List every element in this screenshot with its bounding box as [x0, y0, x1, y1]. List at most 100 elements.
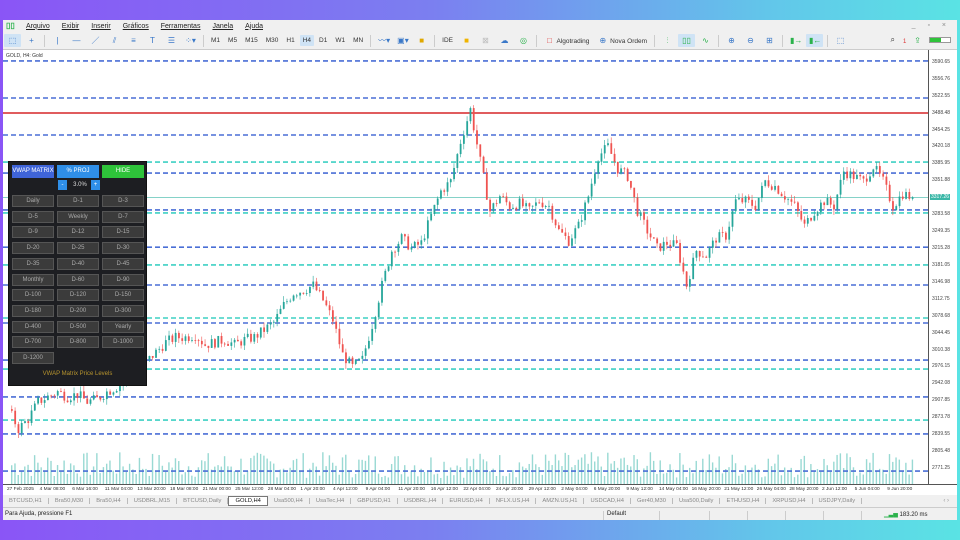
- horizontal-line-icon[interactable]: —: [72, 36, 81, 45]
- indicators-icon[interactable]: 〰▾: [378, 36, 391, 45]
- vwap-button-d-40[interactable]: D-40: [57, 257, 99, 270]
- vwap-button-d-9[interactable]: D-9: [12, 226, 54, 239]
- templates-icon[interactable]: ▣▾: [397, 36, 409, 45]
- menu-ajuda[interactable]: Ajuda: [245, 22, 263, 30]
- vwap-button-d-1000[interactable]: D-1000: [102, 336, 144, 349]
- vwap-button-daily[interactable]: Daily: [12, 195, 54, 207]
- vwap-button-d-1[interactable]: D-1: [57, 195, 99, 207]
- proj-button[interactable]: % PROJ: [57, 165, 99, 178]
- tab-usa500-daily[interactable]: Usa500,Daily: [673, 498, 721, 504]
- tf-m1[interactable]: M1: [211, 37, 221, 44]
- decrease-button[interactable]: -: [58, 180, 67, 190]
- vwap-button-d-180[interactable]: D-180: [12, 304, 54, 317]
- tab-usdcad-h4[interactable]: USDCAD,H4: [584, 498, 631, 504]
- chart-area[interactable]: GOLD, H4: Gold 3590.65 3556.76 3522.55 3488…: [3, 50, 957, 484]
- vwap-button-d-3[interactable]: D-3: [102, 195, 144, 207]
- objects-icon[interactable]: ☰: [167, 36, 176, 45]
- vwap-button-d-35[interactable]: D-35: [12, 257, 54, 270]
- tab-ethusd-h4[interactable]: ETHUSD,H4: [720, 498, 767, 504]
- menu-ferramentas[interactable]: Ferramentas: [160, 22, 201, 30]
- algotrading-button[interactable]: □ Algotrading: [541, 34, 592, 47]
- cloud-icon[interactable]: ☁: [500, 36, 509, 45]
- tab-usdbrl-h4[interactable]: USDBRL,H4: [398, 498, 444, 504]
- vwap-button-weekly[interactable]: Weekly: [57, 210, 99, 223]
- trendline-icon[interactable]: ／: [91, 36, 100, 45]
- vwap-button-d-150[interactable]: D-150: [102, 289, 144, 302]
- tab-bra50-m30[interactable]: Bra50,M30: [49, 498, 91, 504]
- vps-icon[interactable]: ⊠: [482, 36, 489, 45]
- vwap-button-d-1200[interactable]: D-1200: [12, 352, 54, 364]
- tf-w1[interactable]: W1: [335, 37, 346, 44]
- vwap-button-d-100[interactable]: D-100: [12, 289, 54, 302]
- menu-janela[interactable]: Janela: [212, 22, 234, 30]
- vwap-button-d-12[interactable]: D-12: [57, 226, 99, 239]
- tf-mn[interactable]: MN: [353, 37, 364, 44]
- vwap-button-d-15[interactable]: D-15: [102, 226, 144, 239]
- tf-d1[interactable]: D1: [319, 37, 328, 44]
- tf-m30[interactable]: M30: [265, 37, 279, 44]
- menu-exibir[interactable]: Exibir: [61, 22, 80, 30]
- vwap-button-d-7[interactable]: D-7: [102, 210, 144, 223]
- vwap-button-d-30[interactable]: D-30: [102, 242, 144, 255]
- vertical-line-icon[interactable]: |: [56, 36, 59, 45]
- fibonacci-icon[interactable]: ≡: [131, 36, 136, 45]
- vwap-button-d-500[interactable]: D-500: [57, 320, 99, 333]
- tab-usatec-h4[interactable]: UsaTec,H4: [310, 498, 352, 504]
- time-axis[interactable]: 27 Feb 2025 4 Mar 08:00 6 Mar 16:00 11 Mar …: [3, 484, 957, 495]
- tab-nflx-us-h4[interactable]: NFLX.US,H4: [490, 498, 537, 504]
- hide-button[interactable]: HIDE: [102, 165, 144, 178]
- vwap-button-d-300[interactable]: D-300: [102, 304, 144, 317]
- shapes-icon[interactable]: ⁘▾: [185, 36, 196, 45]
- chart-shift-icon[interactable]: ▮←: [806, 34, 824, 47]
- tab-btcusd-daily[interactable]: BTCUSD,Daily: [177, 498, 229, 504]
- tab-gbpusd-h1[interactable]: GBPUSD,H1: [351, 498, 398, 504]
- bar-chart-icon[interactable]: ⫶: [666, 35, 669, 45]
- tab-usdjpy-daily[interactable]: USDJPY,Daily: [813, 498, 863, 504]
- vwap-button-d-120[interactable]: D-120: [57, 289, 99, 302]
- tf-h1[interactable]: H1: [286, 37, 295, 44]
- zoom-out-icon[interactable]: ⊖: [747, 36, 754, 45]
- grid-icon[interactable]: ⊞: [766, 36, 773, 45]
- increase-button[interactable]: +: [91, 180, 100, 190]
- tab-xrpusd-h4[interactable]: XRPUSD,H4: [766, 498, 813, 504]
- vwap-button-d-25[interactable]: D-25: [57, 242, 99, 255]
- menu-graficos[interactable]: Gráficos: [122, 22, 149, 30]
- search-icon[interactable]: ⌕: [890, 35, 895, 44]
- screenshot-icon[interactable]: ⬚: [836, 36, 845, 45]
- line-chart-icon[interactable]: ∿: [702, 36, 709, 45]
- signals-icon[interactable]: ◎: [520, 36, 527, 45]
- tf-h4[interactable]: H4: [299, 35, 314, 46]
- upload-icon[interactable]: ⇪: [914, 35, 921, 45]
- candles-icon[interactable]: ▯▯: [678, 34, 696, 47]
- autoscroll-icon[interactable]: ▮→: [790, 36, 803, 45]
- menu-arquivo[interactable]: Arquivo: [26, 22, 50, 30]
- vwap-button-d-800[interactable]: D-800: [57, 336, 99, 349]
- text-icon[interactable]: T: [150, 36, 155, 45]
- vwap-button-monthly[interactable]: Monthly: [12, 273, 54, 286]
- channel-icon[interactable]: ⫽: [112, 35, 117, 45]
- shop-icon[interactable]: ■: [464, 36, 469, 45]
- market-icon[interactable]: ■: [419, 36, 425, 45]
- cursor-tool-icon[interactable]: ⬚: [4, 34, 21, 47]
- vwap-button-d-60[interactable]: D-60: [57, 273, 99, 286]
- vwap-button-yearly[interactable]: Yearly: [102, 320, 144, 333]
- ide-button[interactable]: IDE: [442, 37, 454, 44]
- new-order-button[interactable]: ⊕ Nova Ordem: [594, 34, 650, 47]
- tab-usdbrl-m15[interactable]: USDBRL,M15: [128, 498, 178, 504]
- vwap-button-d-700[interactable]: D-700: [12, 336, 54, 349]
- vwap-matrix-button[interactable]: VWAP MATRIX: [12, 165, 54, 178]
- tab-bra50-h4[interactable]: Bra50,H4: [90, 498, 128, 504]
- vwap-button-d-45[interactable]: D-45: [102, 257, 144, 270]
- tab-amzn-us-h1[interactable]: AMZN.US,H1: [536, 498, 585, 504]
- tab-ger40-m30[interactable]: Ger40,M30: [631, 498, 673, 504]
- tab-scroll-arrows[interactable]: ‹ ›: [943, 498, 949, 504]
- vwap-button-d-90[interactable]: D-90: [102, 273, 144, 286]
- zoom-in-icon[interactable]: ⊕: [728, 36, 735, 45]
- vwap-button-d-5[interactable]: D-5: [12, 210, 54, 223]
- price-axis[interactable]: 3590.65 3556.76 3522.55 3488.48 3454.25 3420.…: [928, 50, 957, 484]
- window-controls[interactable]: _ ▫ ×: [911, 22, 951, 29]
- vwap-button-d-200[interactable]: D-200: [57, 304, 99, 317]
- tf-m5[interactable]: M5: [228, 37, 238, 44]
- tab-eurusd-h4[interactable]: EURUSD,H4: [443, 498, 490, 504]
- price-plot[interactable]: [3, 50, 928, 484]
